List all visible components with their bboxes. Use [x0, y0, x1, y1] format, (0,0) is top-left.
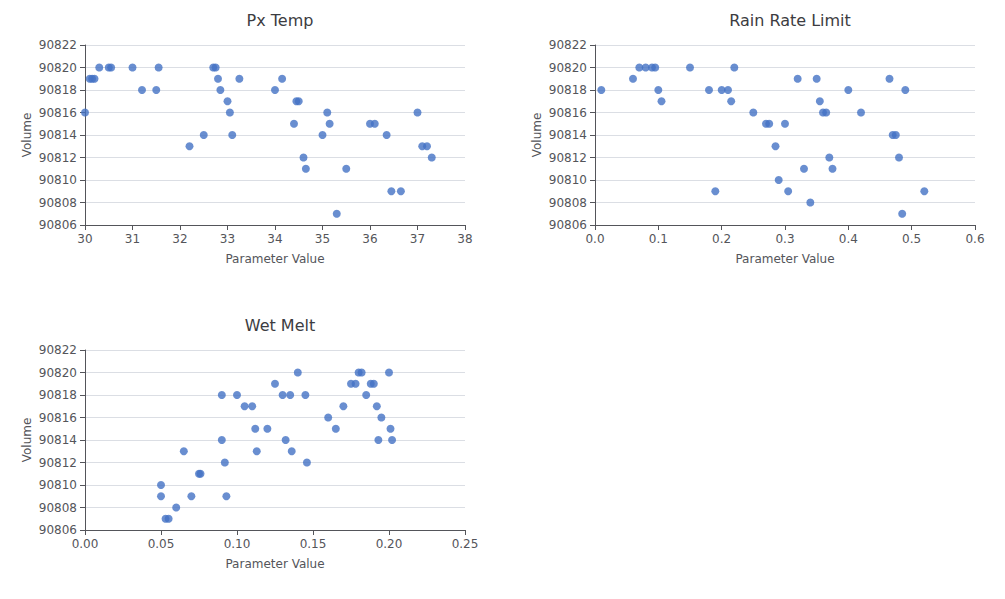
svg-text:90806: 90806 — [39, 523, 77, 537]
svg-text:90810: 90810 — [39, 173, 77, 187]
svg-text:Volume: Volume — [530, 113, 544, 158]
svg-text:90806: 90806 — [549, 218, 587, 232]
svg-text:90814: 90814 — [39, 433, 77, 447]
svg-text:Rain Rate Limit: Rain Rate Limit — [729, 11, 851, 30]
svg-text:0.3: 0.3 — [775, 232, 794, 246]
svg-text:90810: 90810 — [39, 478, 77, 492]
svg-text:30: 30 — [77, 232, 92, 246]
svg-text:0.2: 0.2 — [712, 232, 731, 246]
svg-text:90812: 90812 — [39, 151, 77, 165]
svg-text:Px Temp: Px Temp — [247, 11, 314, 30]
svg-text:0.10: 0.10 — [224, 537, 251, 551]
svg-text:38: 38 — [457, 232, 472, 246]
svg-text:0.0: 0.0 — [585, 232, 604, 246]
svg-text:90820: 90820 — [549, 61, 587, 75]
svg-text:Volume: Volume — [20, 418, 34, 463]
svg-text:Wet Melt: Wet Melt — [245, 316, 315, 335]
svg-text:90818: 90818 — [39, 388, 77, 402]
svg-text:90816: 90816 — [39, 411, 77, 425]
svg-text:90810: 90810 — [549, 173, 587, 187]
svg-text:90822: 90822 — [549, 38, 587, 52]
svg-text:32: 32 — [172, 232, 187, 246]
svg-text:Parameter Value: Parameter Value — [735, 252, 834, 266]
svg-text:90808: 90808 — [549, 196, 587, 210]
svg-text:0.6: 0.6 — [965, 232, 984, 246]
svg-text:Parameter Value: Parameter Value — [225, 557, 324, 571]
svg-text:90814: 90814 — [549, 128, 587, 142]
svg-text:33: 33 — [220, 232, 235, 246]
svg-text:0.00: 0.00 — [72, 537, 99, 551]
svg-text:90816: 90816 — [39, 106, 77, 120]
svg-text:90808: 90808 — [39, 196, 77, 210]
svg-text:90820: 90820 — [39, 366, 77, 380]
svg-text:37: 37 — [410, 232, 425, 246]
svg-text:Parameter Value: Parameter Value — [225, 252, 324, 266]
svg-text:0.25: 0.25 — [452, 537, 479, 551]
svg-text:Volume: Volume — [20, 113, 34, 158]
svg-text:0.1: 0.1 — [649, 232, 668, 246]
svg-text:90818: 90818 — [39, 83, 77, 97]
svg-text:90816: 90816 — [549, 106, 587, 120]
svg-text:31: 31 — [125, 232, 140, 246]
svg-text:0.15: 0.15 — [300, 537, 327, 551]
svg-text:0.05: 0.05 — [148, 537, 175, 551]
svg-text:0.20: 0.20 — [376, 537, 403, 551]
svg-text:36: 36 — [362, 232, 377, 246]
svg-text:90820: 90820 — [39, 61, 77, 75]
svg-text:0.5: 0.5 — [902, 232, 921, 246]
svg-text:0.4: 0.4 — [839, 232, 858, 246]
svg-text:34: 34 — [267, 232, 282, 246]
svg-text:90822: 90822 — [39, 343, 77, 357]
svg-text:90814: 90814 — [39, 128, 77, 142]
svg-text:90808: 90808 — [39, 501, 77, 515]
svg-text:90806: 90806 — [39, 218, 77, 232]
svg-text:90818: 90818 — [549, 83, 587, 97]
svg-text:90812: 90812 — [549, 151, 587, 165]
svg-text:90822: 90822 — [39, 38, 77, 52]
svg-text:35: 35 — [315, 232, 330, 246]
svg-text:90812: 90812 — [39, 456, 77, 470]
